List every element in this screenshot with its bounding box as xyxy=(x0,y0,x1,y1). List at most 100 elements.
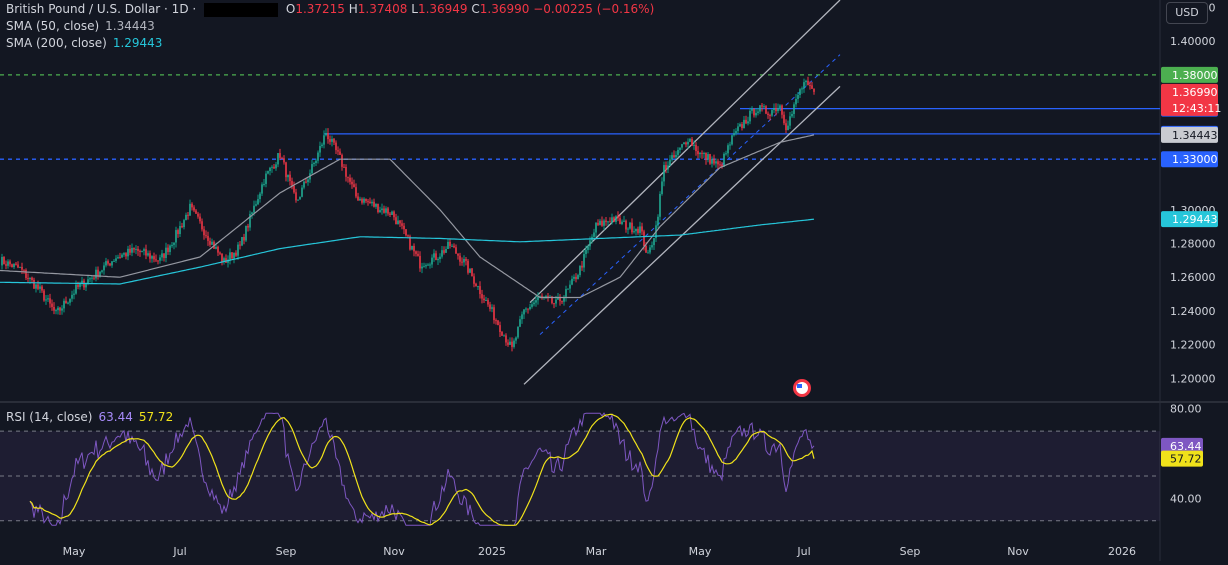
rsi-value-tag-label: 63.44 xyxy=(1170,440,1202,453)
candle-body xyxy=(709,154,711,164)
candle-body xyxy=(465,258,467,261)
candle-body xyxy=(765,106,767,114)
candle-body xyxy=(247,225,249,228)
candle-body xyxy=(657,216,659,226)
candle-body xyxy=(313,162,315,165)
candle-body xyxy=(341,154,343,167)
candle-body xyxy=(195,210,197,214)
time-tick-label: Nov xyxy=(1007,545,1029,558)
candle-body xyxy=(693,144,695,146)
candle-body xyxy=(479,286,481,295)
candle-body xyxy=(41,286,43,291)
candle-body xyxy=(95,269,97,279)
price-tick-label: 1.28000 xyxy=(1170,238,1216,251)
candle-body xyxy=(387,208,389,214)
candle-body xyxy=(279,153,281,158)
candle-body xyxy=(337,150,339,152)
candle-body xyxy=(739,124,741,127)
candle-body xyxy=(721,164,723,167)
sma200-line xyxy=(0,218,815,285)
currency-button[interactable]: USD xyxy=(1166,2,1208,24)
candle-body xyxy=(43,290,45,301)
candle-body xyxy=(695,144,697,152)
candle-body xyxy=(281,157,283,159)
candle-body xyxy=(797,95,799,99)
candle-body xyxy=(445,249,447,253)
candle-body xyxy=(809,85,811,87)
channel-upper-line xyxy=(529,0,841,303)
time-tick-label: Mar xyxy=(586,545,607,558)
price-tag-label: 1.34443 xyxy=(1172,129,1218,142)
candle-body xyxy=(421,266,423,269)
candle-body xyxy=(737,126,739,132)
candle-body xyxy=(133,247,135,250)
candle-body xyxy=(55,310,57,312)
candle-body xyxy=(701,152,703,154)
candle-body xyxy=(735,131,737,134)
candle-body xyxy=(529,306,531,310)
candle-body xyxy=(25,269,27,278)
candle-body xyxy=(725,153,727,155)
candle-body xyxy=(37,284,39,289)
candle-body xyxy=(249,214,251,228)
candle-body xyxy=(21,266,23,270)
candle-body xyxy=(645,245,647,253)
high-label: H xyxy=(348,2,358,16)
candle-body xyxy=(613,217,615,222)
legend-sma50[interactable]: SMA (50, close) 1.34443 xyxy=(6,19,155,33)
candle-body xyxy=(119,257,121,259)
candle-body xyxy=(751,108,753,111)
sma50-label: SMA (50, close) xyxy=(6,19,100,33)
candle-body xyxy=(481,294,483,299)
candle-body xyxy=(681,144,683,148)
candle-body xyxy=(791,113,793,117)
candle-body xyxy=(789,116,791,126)
candle-body xyxy=(61,308,63,311)
candle-body xyxy=(347,176,349,178)
candle-body xyxy=(71,294,73,299)
candle-body xyxy=(637,228,639,233)
candle-body xyxy=(237,244,239,256)
candle-body xyxy=(769,115,771,117)
candle-body xyxy=(677,149,679,155)
candle-body xyxy=(143,249,145,251)
symbol-title[interactable]: British Pound / U.S. Dollar · 1D · xyxy=(6,2,197,16)
candle-body xyxy=(297,199,299,201)
candle-body xyxy=(295,192,297,201)
legend-ohlc: British Pound / U.S. Dollar · 1D · O1.37… xyxy=(6,2,654,17)
candle-body xyxy=(599,220,601,225)
candle-body xyxy=(647,252,649,254)
candle-body xyxy=(419,255,421,269)
candle-body xyxy=(79,283,81,287)
candle-body xyxy=(121,254,123,258)
candle-body xyxy=(483,298,485,301)
candle-body xyxy=(393,211,395,218)
candle-body xyxy=(389,213,391,215)
candle-body xyxy=(489,304,491,309)
candle-body xyxy=(767,113,769,116)
candle-body xyxy=(123,253,125,255)
candle-body xyxy=(349,177,351,182)
legend-sma200[interactable]: SMA (200, close) 1.29443 xyxy=(6,36,162,50)
candle-body xyxy=(431,257,433,265)
candle-body xyxy=(159,257,161,261)
time-tick-label: May xyxy=(689,545,712,558)
candle-body xyxy=(625,220,627,230)
candle-body xyxy=(427,264,429,266)
candle-body xyxy=(551,296,553,304)
legend-rsi[interactable]: RSI (14, close) 63.44 57.72 xyxy=(6,410,173,424)
candle-body xyxy=(561,301,563,303)
candle-body xyxy=(763,106,765,108)
candle-body xyxy=(199,216,201,222)
candle-body xyxy=(345,166,347,177)
candle-body xyxy=(215,246,217,249)
candle-body xyxy=(315,160,317,163)
redacted-exchange xyxy=(204,2,279,17)
candle-body xyxy=(565,289,567,297)
candle-body xyxy=(401,223,403,226)
rsi-line xyxy=(29,412,815,526)
candle-body xyxy=(651,245,653,248)
candle-body xyxy=(7,261,9,266)
